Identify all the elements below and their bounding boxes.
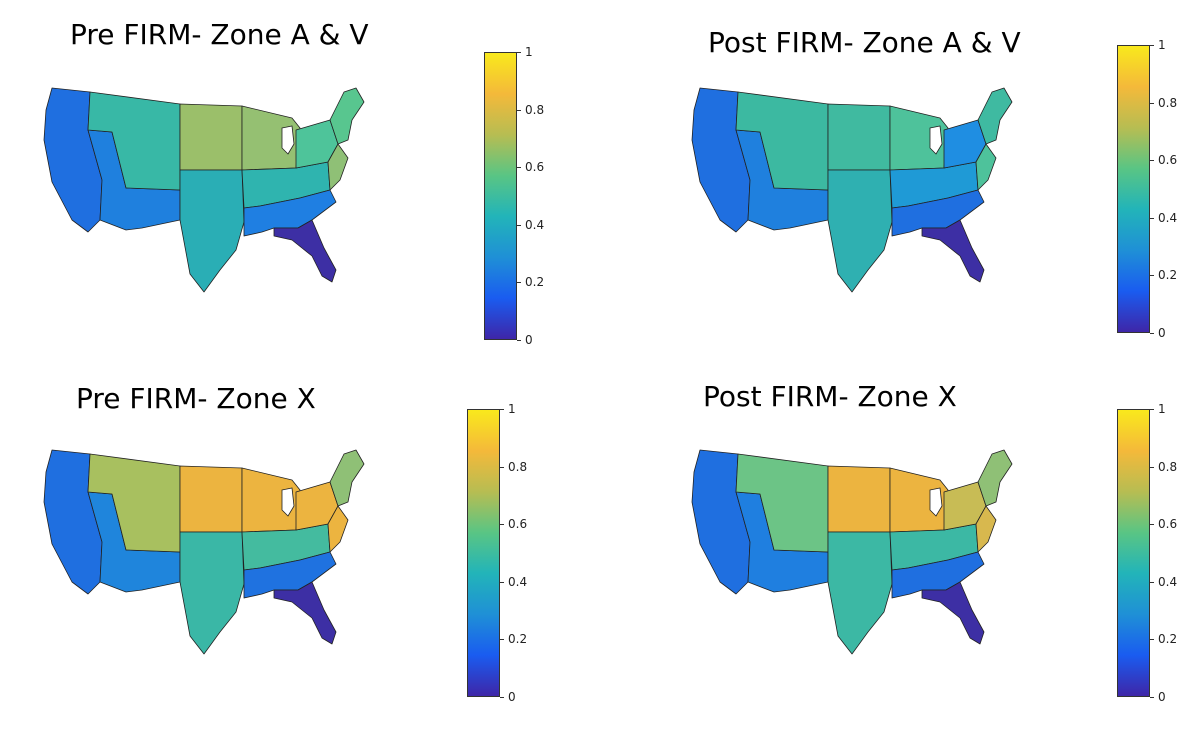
panel-post-firm-x: Post FIRM- Zone X 0 0.2 0.4 0.6 0.8 1 <box>600 366 1200 732</box>
great-lakes <box>281 125 295 155</box>
colorbar-tick-label: 0.6 <box>500 517 527 531</box>
colorbar <box>1117 409 1150 697</box>
panel-title: Post FIRM- Zone A & V <box>708 26 1021 59</box>
colorbar-tick-label: 0.2 <box>1150 268 1177 282</box>
region-new-england <box>977 87 1013 145</box>
colorbar-tick-label: 0.6 <box>1150 153 1177 167</box>
colorbar-tick-label: 1 <box>517 45 533 59</box>
colorbar-tick-label: 0.4 <box>500 575 527 589</box>
us-map <box>691 87 1013 293</box>
colorbar-ticks: 0 0.2 0.4 0.6 0.8 1 <box>500 402 560 704</box>
great-lakes <box>929 487 943 517</box>
great-lakes <box>281 487 295 517</box>
region-plains-n <box>179 103 243 171</box>
colorbar-tick-label: 0.8 <box>1150 460 1177 474</box>
colorbar-tick-label: 0.8 <box>517 103 544 117</box>
panel-post-firm-av: Post FIRM- Zone A & V 0 0.2 0.4 0.6 0.8 1 <box>600 0 1200 366</box>
colorbar-tick-label: 0.2 <box>517 275 544 289</box>
colorbar-tick-label: 0.2 <box>500 632 527 646</box>
colorbar <box>484 52 517 340</box>
region-florida <box>921 219 985 283</box>
colorbar-tick-label: 0.8 <box>1150 96 1177 110</box>
us-map <box>43 449 365 655</box>
region-florida <box>921 581 985 645</box>
colorbar-ticks: 0 0.2 0.4 0.6 0.8 1 <box>1150 402 1200 704</box>
colorbar-tick-label: 0 <box>517 333 533 347</box>
panel-title: Pre FIRM- Zone X <box>76 382 316 415</box>
us-map <box>43 87 365 293</box>
colorbar <box>1117 45 1150 333</box>
region-florida <box>273 581 337 645</box>
region-plains-n <box>827 465 891 533</box>
colorbar-ticks: 0 0.2 0.4 0.6 0.8 1 <box>1150 38 1200 340</box>
panel-pre-firm-x: Pre FIRM- Zone X 0 0.2 0.4 0.6 0.8 1 <box>0 366 600 732</box>
region-new-england <box>977 449 1013 507</box>
colorbar-tick-label: 1 <box>500 402 516 416</box>
colorbar-tick-label: 0.4 <box>1150 575 1177 589</box>
region-plains-s <box>179 531 245 655</box>
region-plains-s <box>179 169 245 293</box>
region-florida <box>273 219 337 283</box>
region-mid-atl <box>975 505 997 553</box>
colorbar-tick-label: 0.4 <box>517 218 544 232</box>
panel-pre-firm-av: Pre FIRM- Zone A & V 0 0.2 0.4 0.6 0.8 1 <box>0 0 600 366</box>
colorbar-tick-label: 1 <box>1150 38 1166 52</box>
region-plains-s <box>827 531 893 655</box>
colorbar-tick-label: 0 <box>1150 326 1166 340</box>
region-plains-n <box>179 465 243 533</box>
region-plains-s <box>827 169 893 293</box>
region-plains-n <box>827 103 891 171</box>
colorbar-tick-label: 0.6 <box>517 160 544 174</box>
panel-title: Pre FIRM- Zone A & V <box>70 18 369 51</box>
colorbar-tick-label: 0.8 <box>500 460 527 474</box>
colorbar-tick-label: 0.6 <box>1150 517 1177 531</box>
region-mid-atl <box>327 143 349 191</box>
colorbar-tick-label: 1 <box>1150 402 1166 416</box>
colorbar-tick-label: 0 <box>1150 690 1166 704</box>
colorbar-tick-label: 0.2 <box>1150 632 1177 646</box>
colorbar-tick-label: 0 <box>500 690 516 704</box>
us-map <box>691 449 1013 655</box>
colorbar-ticks: 0 0.2 0.4 0.6 0.8 1 <box>517 45 577 347</box>
region-mid-atl <box>975 143 997 191</box>
region-mid-atl <box>327 505 349 553</box>
region-new-england <box>329 87 365 145</box>
colorbar <box>467 409 500 697</box>
panel-title: Post FIRM- Zone X <box>703 380 957 413</box>
colorbar-tick-label: 0.4 <box>1150 211 1177 225</box>
great-lakes <box>929 125 943 155</box>
region-new-england <box>329 449 365 507</box>
